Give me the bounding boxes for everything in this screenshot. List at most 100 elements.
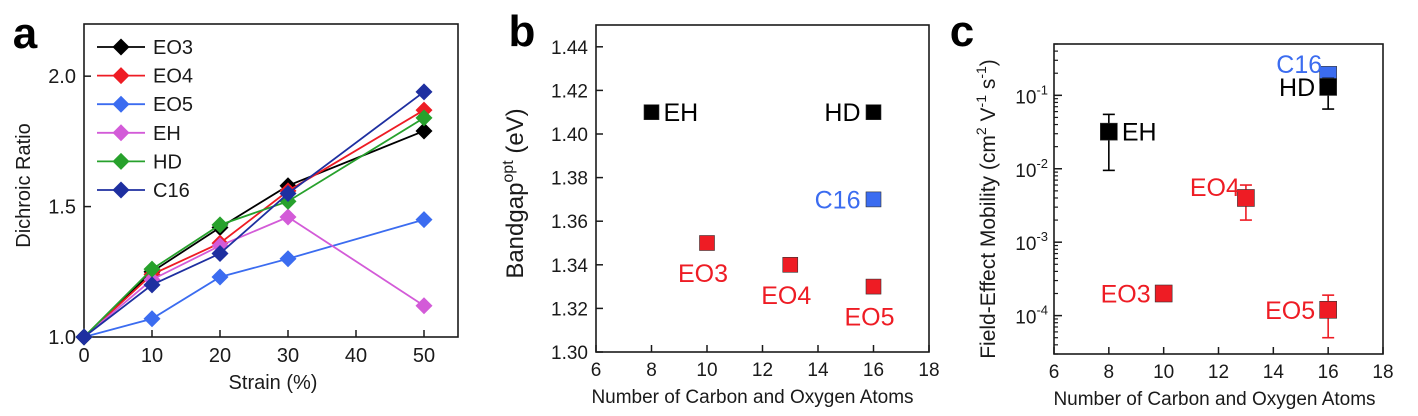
legend-marker [112, 95, 130, 113]
data-point-c16 [211, 245, 229, 263]
legend-marker [112, 181, 130, 199]
data-point-c16 [865, 191, 882, 208]
data-point-hd [865, 104, 882, 120]
x-tick-label: 20 [209, 345, 231, 367]
y-axis-label: Field-Effect Mobility (cm2 V-1 s-1) [973, 59, 1000, 359]
series-line-eo5 [83, 218, 425, 338]
y-tick-base: 10 [1015, 234, 1036, 255]
y-axis-label: Bandgapopt (eV) [500, 108, 529, 278]
point-label-hd: HD [824, 99, 860, 127]
data-point-eh [1100, 122, 1118, 141]
y-tick-base: 10 [1015, 161, 1036, 182]
data-point-hd [143, 260, 161, 278]
x-tick-label: 16 [863, 360, 884, 381]
data-point-eo3 [1154, 284, 1173, 303]
panel-b: b 6 8 10 12 14 16 18 1.30 1.32 1.34 1.36 1.38 1.40 1.4… [500, 7, 940, 408]
y-tick-base: 10 [1015, 308, 1036, 329]
point-label-eo3: EO3 [1101, 281, 1151, 309]
data-point-eo5 [211, 268, 229, 286]
data-point-eo4 [782, 256, 799, 273]
legend-marker [112, 38, 130, 56]
series-line-c16 [83, 91, 425, 338]
x-tick-label: 8 [646, 360, 657, 381]
y-tick-label: 2.0 [48, 66, 76, 88]
data-point-c16 [415, 83, 433, 101]
x-tick-label: 14 [1263, 362, 1285, 383]
y-tick-label: 1.44 [551, 38, 588, 59]
y-axis-label-part: V [977, 107, 1000, 127]
legend-marker [112, 67, 130, 85]
point-label-eo4: EO4 [761, 282, 811, 310]
x-tick-label: 6 [591, 360, 602, 381]
point-label-eo4: EO4 [1190, 174, 1240, 202]
data-point-eh [279, 208, 297, 226]
x-axis-label: Strain (%) [229, 372, 318, 394]
y-tick-label: 1.38 [551, 169, 588, 190]
y-axis-label-part: 2 [973, 127, 989, 135]
point-label-eo5: EO5 [844, 304, 894, 332]
y-tick-exp: -2 [1036, 156, 1048, 171]
y-tick-label: 1.36 [551, 212, 588, 233]
y-tick-exp: -3 [1036, 229, 1048, 244]
data-point-hd [211, 216, 229, 234]
y-tick-label: 10-4 [1015, 303, 1048, 329]
plot-frame [83, 23, 459, 338]
x-tick-label: 18 [918, 360, 939, 381]
y-tick-label: 1.34 [551, 256, 588, 277]
y-tick-label: 10-2 [1015, 156, 1048, 182]
y-axis-label-part: -1 [973, 66, 989, 79]
legend-marker [112, 152, 130, 170]
y-tick-label: 10-3 [1015, 229, 1048, 255]
point-label-c16: C16 [815, 186, 861, 214]
point-label-eh: EH [1122, 119, 1157, 147]
data-point-hd [415, 109, 433, 127]
x-tick-label: 12 [752, 360, 773, 381]
legend-label: HD [153, 151, 182, 173]
x-tick-label: 40 [345, 345, 367, 367]
panel-label: b [509, 7, 536, 56]
y-axis-label-sup: opt [500, 160, 517, 183]
point-label-hd: HD [1279, 74, 1315, 102]
y-tick-label: 1.5 [48, 197, 76, 219]
y-axis-label-main: Field-Effect Mobility (cm [977, 135, 1000, 359]
data-point-eh [643, 104, 660, 120]
y-axis-label-part: s [977, 79, 1000, 95]
data-point-eo3 [699, 235, 715, 251]
data-point-c16 [279, 185, 297, 203]
x-tick-label: 10 [696, 360, 717, 381]
y-tick-label: 10-1 [1015, 82, 1048, 108]
x-tick-label: 10 [1153, 362, 1174, 383]
x-axis-label: Number of Carbon and Oxygen Atoms [591, 387, 913, 408]
legend-marker [112, 124, 130, 142]
y-tick-label: 1.32 [551, 299, 588, 320]
y-tick-label: 1.0 [48, 327, 76, 349]
x-tick-label: 18 [1372, 362, 1393, 383]
y-axis-label-unit: (eV) [502, 108, 529, 160]
x-tick-label: 10 [141, 345, 163, 367]
y-axis-label-main: Bandgap [502, 183, 529, 279]
legend-label: EH [153, 123, 181, 145]
x-tick-label: 0 [78, 345, 89, 367]
data-point-eh [415, 297, 433, 315]
data-point-eo3 [415, 122, 433, 140]
y-axis-label: Dichroic Ratio [13, 123, 35, 247]
legend-label: C16 [153, 180, 190, 202]
data-point-eo5 [415, 211, 433, 229]
legend-label: EO4 [153, 66, 193, 88]
x-tick-label: 30 [277, 345, 299, 367]
point-label-eh: EH [664, 99, 699, 127]
point-label-eo3: EO3 [678, 260, 728, 288]
panel-label: a [13, 9, 38, 58]
data-point-eo5 [143, 310, 161, 328]
data-point-eo5 [1319, 300, 1337, 319]
y-tick-label: 1.30 [551, 343, 588, 364]
y-axis-label-part: -1 [973, 95, 989, 108]
x-tick-label: 12 [1208, 362, 1229, 383]
x-tick-label: 14 [807, 360, 829, 381]
data-point-eo5 [865, 278, 882, 295]
x-tick-label: 50 [413, 345, 435, 367]
data-point-hd [1319, 78, 1337, 96]
legend-label: EO3 [153, 37, 193, 59]
panel-a: a 0 10 20 30 40 50 1.0 1.5 2.0 Strain (%) Dichroic … [13, 9, 459, 394]
